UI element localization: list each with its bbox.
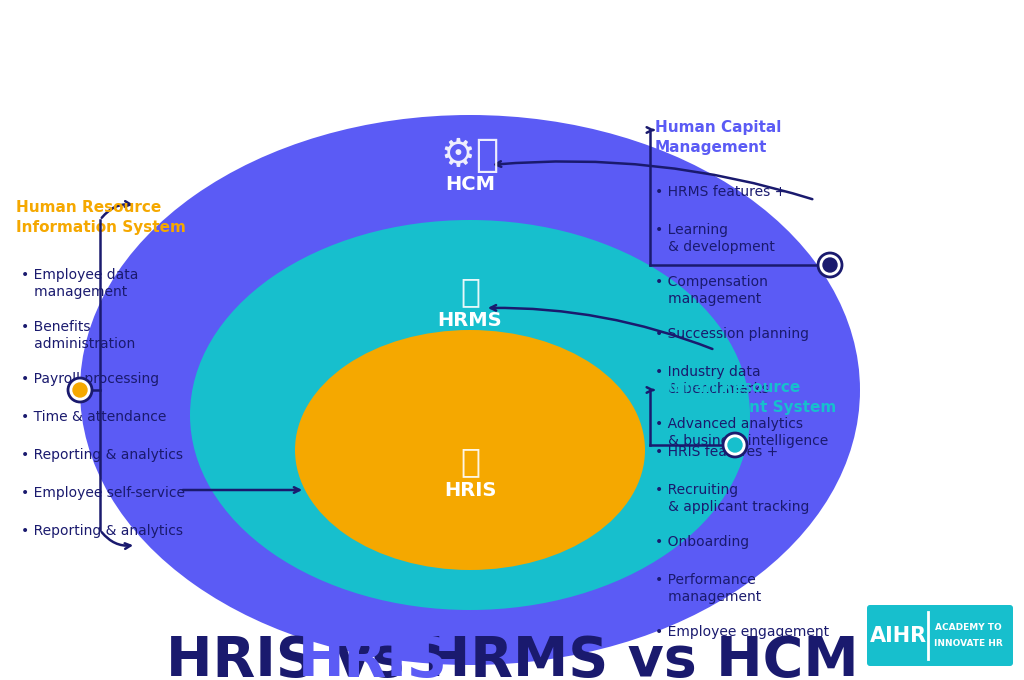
- Ellipse shape: [80, 115, 860, 665]
- Text: • Performance
   management: • Performance management: [655, 573, 761, 604]
- Text: HRIS vs HRMS vs HCM: HRIS vs HRMS vs HCM: [166, 634, 858, 680]
- Circle shape: [68, 378, 92, 402]
- Text: • Learning
   & development: • Learning & development: [655, 223, 775, 254]
- Text: HCM: HCM: [445, 175, 495, 194]
- Circle shape: [723, 433, 746, 457]
- Text: HRIS: HRIS: [443, 481, 497, 500]
- Text: • Time & attendance: • Time & attendance: [22, 410, 166, 424]
- Text: • Compensation
   management: • Compensation management: [655, 275, 768, 306]
- Text: • HRIS features +: • HRIS features +: [655, 445, 778, 459]
- Text: Human Resource
Information System: Human Resource Information System: [16, 200, 186, 235]
- Text: 👥: 👥: [460, 275, 480, 309]
- Text: • Benefits
   administration: • Benefits administration: [22, 320, 135, 351]
- Ellipse shape: [295, 330, 645, 570]
- Text: AIHR: AIHR: [869, 626, 927, 645]
- Text: Human Capital
Management: Human Capital Management: [655, 120, 781, 155]
- Text: • Reporting & analytics: • Reporting & analytics: [22, 524, 183, 538]
- Circle shape: [728, 438, 742, 452]
- Text: • Payroll processing: • Payroll processing: [22, 372, 159, 386]
- Text: • Onboarding: • Onboarding: [655, 535, 750, 549]
- Text: • Advanced analytics
   & business intelligence: • Advanced analytics & business intellig…: [655, 417, 828, 447]
- Text: ⚙⁠👤: ⚙⁠👤: [441, 136, 499, 174]
- Text: • Succession planning: • Succession planning: [655, 327, 809, 341]
- Text: Human Resource
Management System: Human Resource Management System: [655, 380, 837, 415]
- Text: HRMS: HRMS: [437, 311, 503, 330]
- Circle shape: [823, 258, 837, 272]
- Ellipse shape: [190, 220, 750, 610]
- Text: 🗄: 🗄: [460, 445, 480, 479]
- Text: ACADEMY TO: ACADEMY TO: [935, 623, 1001, 632]
- Text: • Industry data
   & benchmarks: • Industry data & benchmarks: [655, 365, 769, 396]
- FancyBboxPatch shape: [867, 605, 1013, 666]
- Text: INNOVATE HR: INNOVATE HR: [934, 639, 1002, 648]
- Text: • Reporting & analytics: • Reporting & analytics: [22, 448, 183, 462]
- Text: • Employee data
   management: • Employee data management: [22, 268, 138, 299]
- Text: • Employee self-service: • Employee self-service: [22, 486, 185, 500]
- Text: • Employee engagement: • Employee engagement: [655, 625, 829, 639]
- Circle shape: [818, 253, 842, 277]
- Circle shape: [73, 383, 87, 397]
- Text: • HRMS features +: • HRMS features +: [655, 185, 786, 199]
- Text: HRIS: HRIS: [298, 634, 447, 680]
- Text: • Recruiting
   & applicant tracking: • Recruiting & applicant tracking: [655, 483, 809, 514]
